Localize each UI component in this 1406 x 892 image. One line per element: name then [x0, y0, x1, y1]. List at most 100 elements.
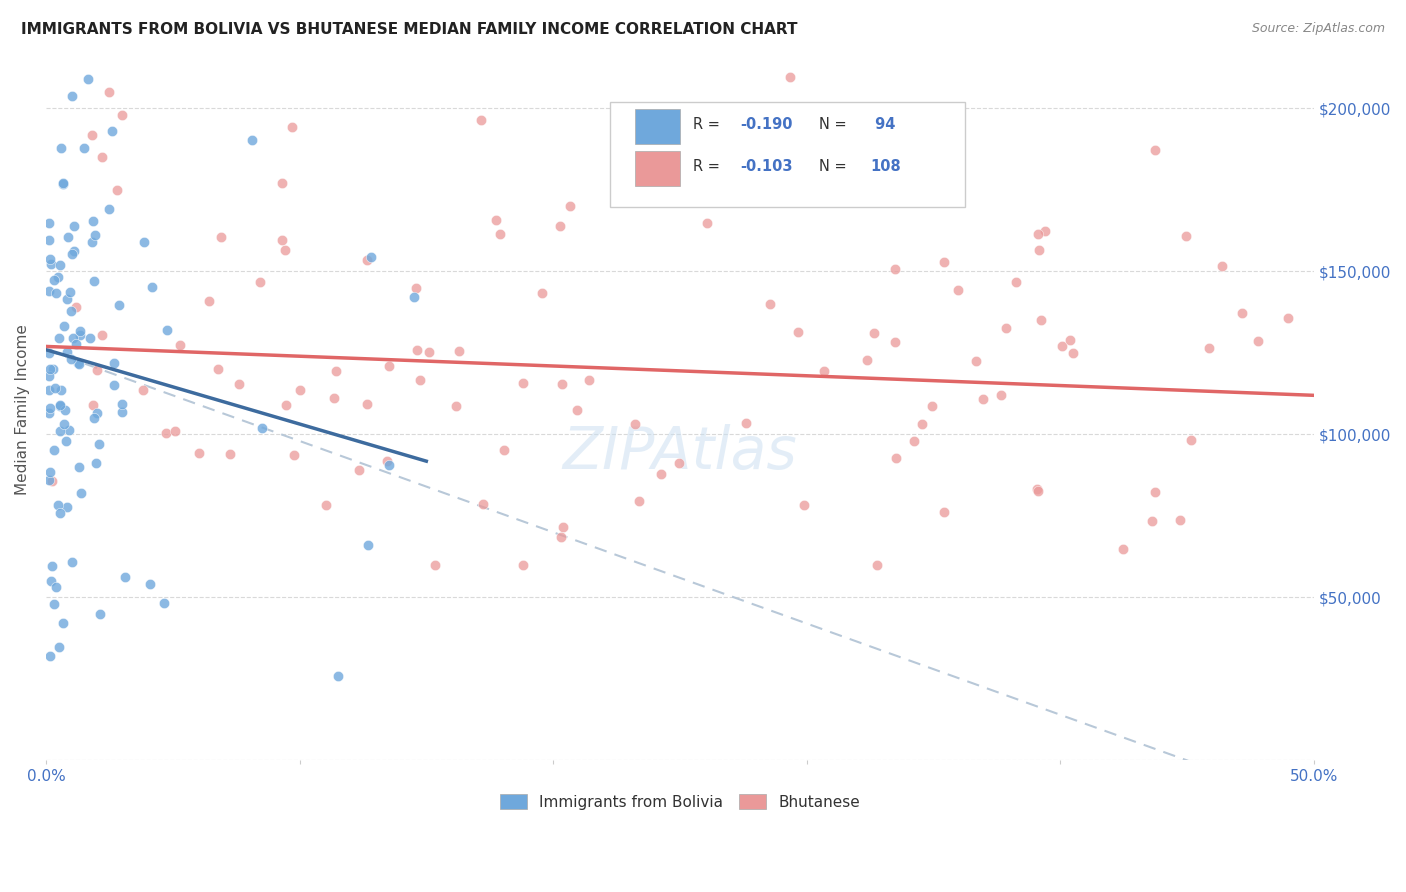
Text: R =: R =	[693, 159, 724, 174]
Point	[56, 500, 79, 514]
Point	[62, 330, 84, 344]
Point	[56, 345, 79, 359]
Point	[972, 392, 994, 406]
Point	[42, 597, 65, 611]
Point	[425, 558, 447, 572]
Point	[375, 454, 398, 468]
Point	[38, 368, 60, 383]
Point	[779, 70, 801, 84]
Point	[512, 376, 534, 390]
Point	[38, 346, 60, 360]
Point	[863, 326, 886, 340]
Point	[41, 474, 63, 488]
Point	[856, 352, 879, 367]
Point	[990, 388, 1012, 402]
Point	[884, 334, 907, 349]
Point	[1168, 513, 1191, 527]
Point	[56, 230, 79, 244]
Point	[1246, 334, 1268, 348]
Point	[48, 499, 70, 513]
Text: -0.190: -0.190	[741, 117, 793, 132]
Point	[63, 244, 86, 259]
Point	[550, 530, 572, 544]
Point	[76, 72, 98, 87]
Point	[628, 494, 651, 508]
Point	[326, 669, 349, 683]
Point	[1052, 339, 1074, 353]
Point	[53, 402, 76, 417]
Point	[39, 401, 62, 416]
Text: 94: 94	[870, 117, 896, 132]
Point	[471, 497, 494, 511]
Point	[378, 359, 401, 373]
Point	[84, 228, 107, 243]
Point	[73, 141, 96, 155]
Point	[1028, 243, 1050, 257]
Point	[80, 235, 103, 249]
Point	[1175, 229, 1198, 244]
Point	[489, 227, 512, 241]
Point	[169, 337, 191, 351]
Point	[114, 570, 136, 584]
Point	[349, 463, 371, 477]
Point	[52, 176, 75, 190]
Point	[406, 343, 429, 357]
Point	[650, 467, 672, 481]
Legend: Immigrants from Bolivia, Bhutanese: Immigrants from Bolivia, Bhutanese	[494, 788, 866, 816]
Point	[108, 298, 131, 312]
Point	[153, 596, 176, 610]
Point	[91, 328, 114, 343]
Point	[793, 498, 815, 512]
Point	[910, 417, 932, 432]
Point	[163, 424, 186, 438]
Point	[1211, 259, 1233, 273]
Point	[965, 353, 987, 368]
Text: N =: N =	[820, 159, 852, 174]
Point	[69, 486, 91, 500]
Text: N =: N =	[820, 117, 852, 132]
Point	[63, 219, 86, 233]
Point	[551, 376, 574, 391]
Point	[42, 272, 65, 286]
Point	[252, 421, 274, 435]
Point	[82, 214, 104, 228]
Point	[49, 398, 72, 412]
Point	[103, 356, 125, 370]
Point	[60, 246, 83, 260]
Point	[69, 324, 91, 338]
Text: R =: R =	[693, 117, 724, 132]
Point	[52, 616, 75, 631]
Point	[103, 377, 125, 392]
Point	[274, 244, 297, 258]
Point	[402, 290, 425, 304]
Point	[884, 262, 907, 277]
Point	[356, 397, 378, 411]
Point	[39, 252, 62, 267]
Point	[84, 456, 107, 470]
Point	[281, 120, 304, 134]
Point	[494, 442, 516, 457]
Point	[1232, 306, 1254, 320]
Point	[38, 383, 60, 397]
Point	[90, 150, 112, 164]
Point	[209, 229, 232, 244]
Point	[578, 373, 600, 387]
Point	[198, 294, 221, 309]
Point	[41, 559, 63, 574]
Point	[786, 325, 808, 339]
Point	[565, 403, 588, 417]
Point	[65, 337, 87, 351]
Point	[79, 331, 101, 345]
Point	[97, 202, 120, 216]
Point	[866, 558, 889, 572]
Point	[550, 219, 572, 234]
Point	[49, 400, 72, 414]
Point	[44, 381, 66, 395]
Point	[470, 113, 492, 128]
Point	[759, 297, 782, 311]
Point	[80, 128, 103, 142]
Point	[1198, 341, 1220, 355]
Point	[60, 89, 83, 103]
Point	[1111, 541, 1133, 556]
Point	[38, 233, 60, 247]
